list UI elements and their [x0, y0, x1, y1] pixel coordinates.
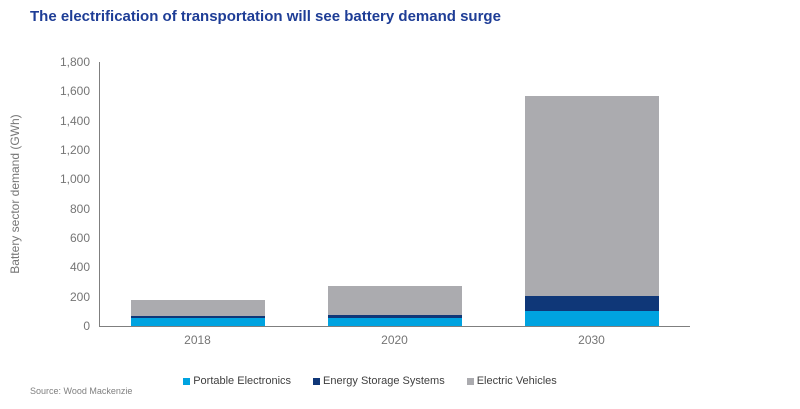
legend-marker-icon	[466, 377, 474, 385]
bar-segment-portable-electronics	[327, 317, 462, 326]
bar-segment-electric-vehicles	[327, 286, 462, 315]
source-note: Source: Wood Mackenzie	[30, 386, 133, 396]
y-tick-label: 0	[83, 319, 90, 333]
legend-label: Energy Storage Systems	[323, 375, 445, 387]
legend-marker-icon	[183, 377, 191, 385]
y-tick-label: 200	[69, 289, 90, 304]
chart-title: The electrification of transportation wi…	[30, 8, 501, 25]
x-tick-label: 2030	[578, 333, 605, 347]
bar-segment-electric-vehicles	[130, 300, 265, 316]
legend-marker-icon	[313, 377, 321, 385]
bar-segment-portable-electronics	[524, 310, 659, 326]
bar-segment-electric-vehicles	[524, 96, 659, 296]
x-tick-label: 2018	[184, 333, 211, 347]
legend-item: Electric Vehicles	[466, 375, 557, 387]
bar-segment-energy-storage-systems	[327, 315, 462, 318]
bar-segment-energy-storage-systems	[130, 315, 265, 318]
bar-segment-energy-storage-systems	[524, 295, 659, 311]
y-tick-label: 800	[69, 201, 90, 216]
y-tick-label: 1,800	[59, 55, 90, 69]
x-tick-label: 2020	[381, 333, 408, 347]
y-tick-label: 600	[69, 231, 90, 245]
y-tick-label: 400	[69, 260, 90, 275]
y-axis-line	[99, 62, 100, 326]
legend-item: Portable Electronics	[183, 375, 291, 387]
y-tick-label: 1,600	[59, 84, 90, 99]
legend: Portable Electronics Energy Storage Syste…	[0, 375, 740, 387]
bar-segment-portable-electronics	[130, 317, 265, 326]
legend-label: Electric Vehicles	[476, 375, 557, 387]
y-tick-label: 1,200	[59, 143, 90, 157]
y-tick-label: 1,000	[59, 172, 90, 187]
legend-item: Energy Storage Systems	[313, 375, 445, 387]
y-tick-label: 1,400	[59, 113, 90, 128]
legend-label: Portable Electronics	[193, 375, 292, 387]
x-axis-line	[99, 326, 690, 327]
